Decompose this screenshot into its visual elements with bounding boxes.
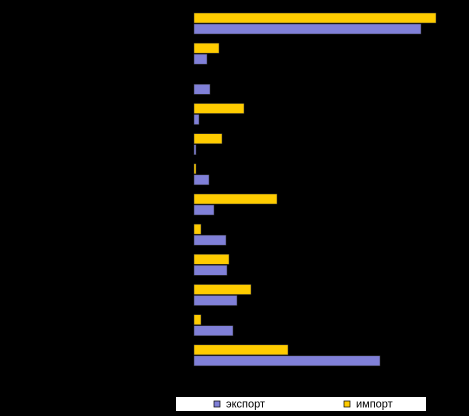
bar [193, 144, 197, 155]
bar [193, 12, 437, 24]
bar [193, 53, 208, 65]
legend-box [176, 397, 426, 411]
bar [193, 325, 234, 336]
bar [193, 23, 422, 35]
legend-swatch [213, 400, 221, 408]
legend-label: импорт [356, 398, 393, 410]
bar [193, 193, 278, 205]
bar [193, 204, 215, 216]
bar [193, 163, 197, 175]
bar [193, 344, 289, 356]
bar [193, 254, 230, 265]
bar [193, 114, 200, 125]
bar [193, 234, 227, 246]
bar [193, 355, 381, 367]
legend-swatch [343, 400, 351, 408]
bar [193, 174, 210, 186]
bar [193, 223, 202, 235]
bar [193, 103, 245, 114]
bar [193, 284, 252, 295]
bar [193, 314, 202, 325]
bar [193, 84, 211, 95]
bar [193, 295, 238, 306]
legend-label: экспорт [226, 398, 265, 410]
bar [193, 133, 223, 144]
bar [193, 42, 220, 54]
bar [193, 265, 228, 276]
